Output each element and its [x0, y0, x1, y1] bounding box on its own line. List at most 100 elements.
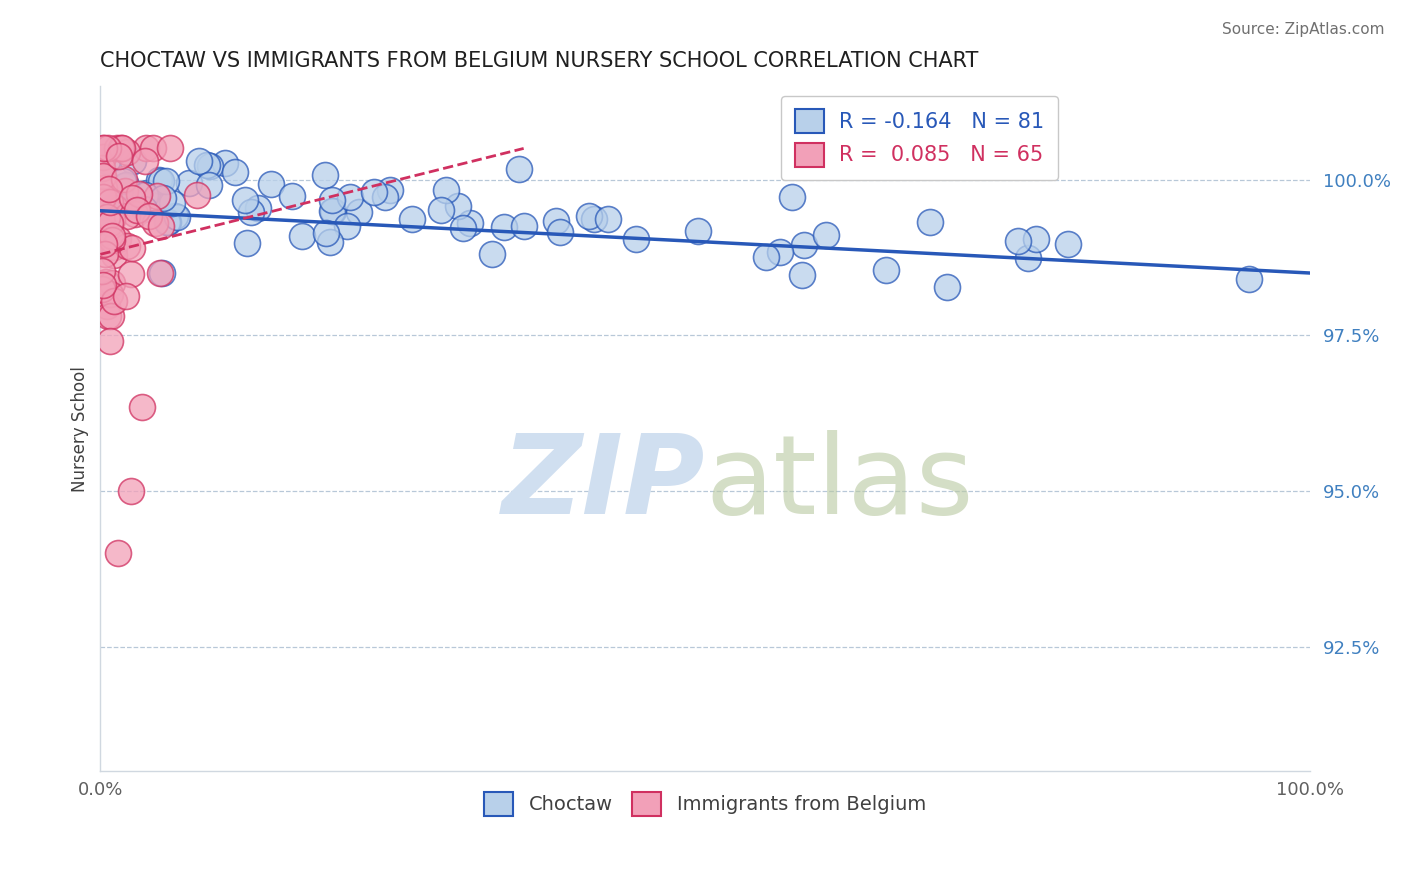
Point	[97, 181, 120, 195]
Point	[160, 196, 183, 211]
Point	[260, 177, 283, 191]
Point	[90, 211, 112, 225]
Point	[103, 293, 125, 308]
Point	[93, 141, 115, 155]
Point	[128, 186, 150, 201]
Point	[142, 141, 165, 155]
Point	[224, 165, 246, 179]
Point	[166, 210, 188, 224]
Point	[134, 188, 156, 202]
Point	[93, 237, 115, 252]
Point	[1007, 234, 1029, 248]
Point	[134, 202, 156, 217]
Point	[1057, 236, 1080, 251]
Point	[769, 245, 792, 260]
Point	[149, 266, 172, 280]
Point	[876, 262, 898, 277]
Point	[103, 240, 125, 254]
Point	[246, 201, 269, 215]
Point	[121, 191, 143, 205]
Point	[321, 193, 343, 207]
Point	[101, 277, 124, 291]
Point	[120, 484, 142, 499]
Point	[582, 212, 605, 227]
Point	[187, 153, 209, 168]
Point	[321, 203, 343, 218]
Point	[98, 334, 121, 348]
Point	[198, 178, 221, 192]
Point	[363, 185, 385, 199]
Point	[447, 199, 470, 213]
Point	[138, 209, 160, 223]
Point	[339, 190, 361, 204]
Point	[114, 289, 136, 303]
Point	[149, 219, 172, 234]
Point	[115, 239, 138, 253]
Point	[150, 266, 173, 280]
Point	[96, 154, 118, 169]
Point	[100, 233, 122, 247]
Point	[179, 176, 201, 190]
Point	[793, 238, 815, 252]
Point	[451, 221, 474, 235]
Point	[814, 227, 837, 242]
Point	[319, 235, 342, 249]
Point	[458, 216, 481, 230]
Point	[200, 159, 222, 173]
Point	[112, 179, 135, 194]
Point	[94, 246, 117, 260]
Point	[578, 209, 600, 223]
Point	[97, 141, 120, 155]
Point	[688, 224, 710, 238]
Point	[90, 170, 112, 185]
Point	[91, 278, 114, 293]
Point	[115, 209, 138, 223]
Point	[107, 149, 129, 163]
Point	[91, 264, 114, 278]
Point	[90, 194, 112, 208]
Point	[111, 174, 134, 188]
Point	[105, 141, 128, 155]
Point	[546, 214, 568, 228]
Point	[93, 181, 115, 195]
Point	[100, 309, 122, 323]
Point	[186, 187, 208, 202]
Point	[508, 161, 530, 176]
Point	[125, 202, 148, 217]
Point	[134, 153, 156, 168]
Point	[103, 248, 125, 262]
Text: CHOCTAW VS IMMIGRANTS FROM BELGIUM NURSERY SCHOOL CORRELATION CHART: CHOCTAW VS IMMIGRANTS FROM BELGIUM NURSE…	[100, 51, 979, 70]
Point	[91, 150, 114, 164]
Point	[90, 282, 112, 296]
Point	[94, 225, 117, 239]
Point	[236, 235, 259, 250]
Text: Source: ZipAtlas.com: Source: ZipAtlas.com	[1222, 22, 1385, 37]
Point	[155, 174, 177, 188]
Point	[90, 161, 112, 176]
Point	[98, 216, 121, 230]
Point	[97, 208, 120, 222]
Point	[336, 219, 359, 233]
Point	[598, 211, 620, 226]
Point	[91, 190, 114, 204]
Text: atlas: atlas	[704, 430, 973, 537]
Point	[233, 194, 256, 208]
Point	[124, 207, 146, 221]
Point	[121, 241, 143, 255]
Point	[135, 186, 157, 200]
Point	[315, 226, 337, 240]
Point	[100, 228, 122, 243]
Point	[512, 219, 534, 233]
Point	[114, 178, 136, 192]
Point	[322, 204, 344, 219]
Point	[291, 229, 314, 244]
Point	[920, 215, 942, 229]
Point	[96, 211, 118, 225]
Point	[150, 174, 173, 188]
Point	[143, 216, 166, 230]
Point	[96, 299, 118, 313]
Point	[107, 232, 129, 246]
Point	[148, 172, 170, 186]
Point	[120, 267, 142, 281]
Point	[214, 155, 236, 169]
